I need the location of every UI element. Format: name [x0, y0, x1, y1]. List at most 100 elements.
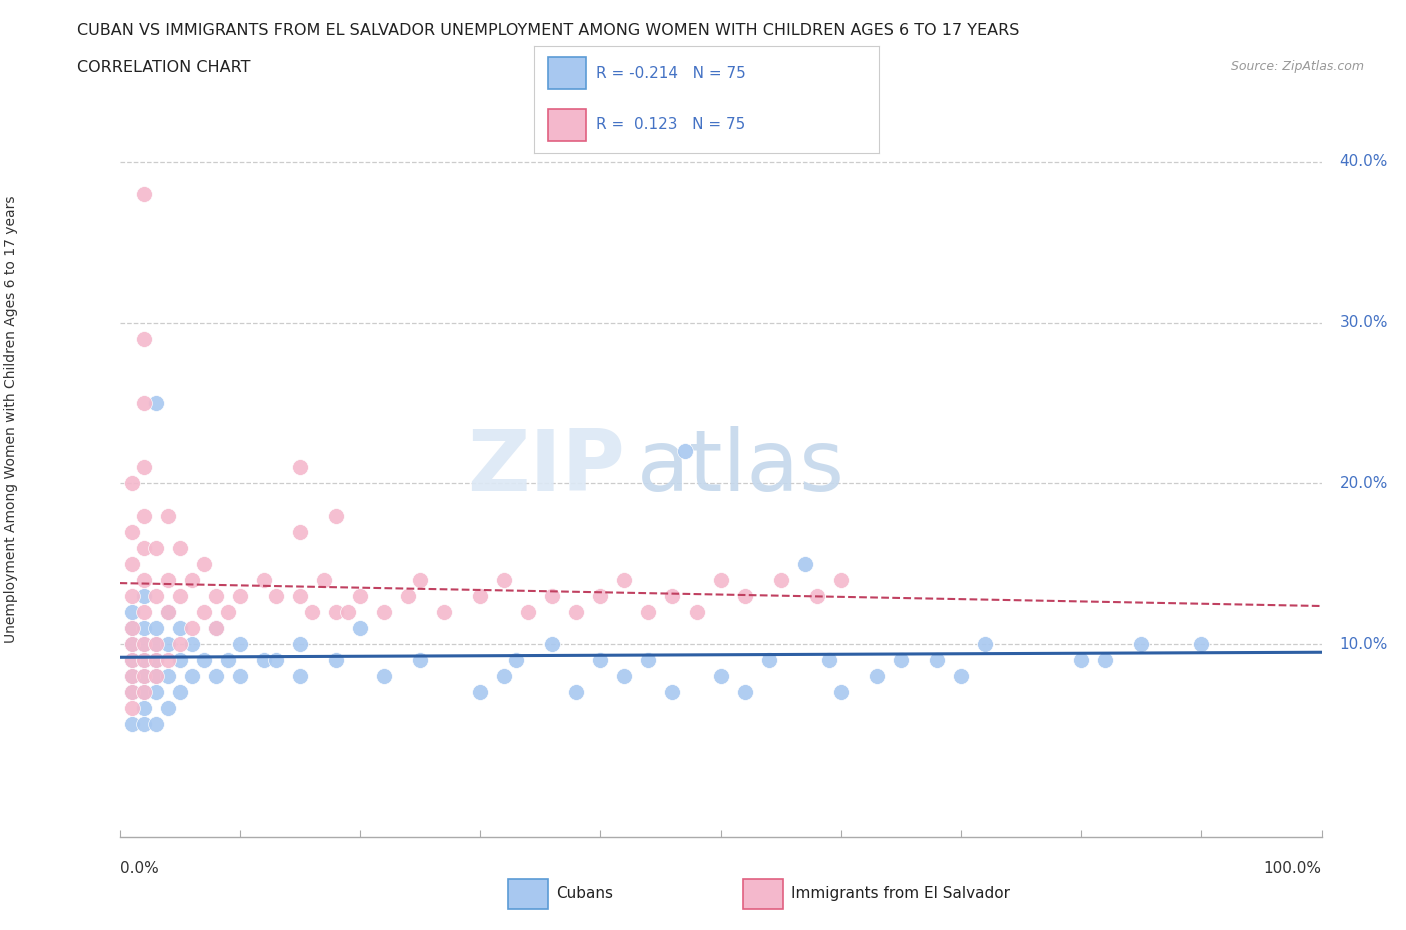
Point — [349, 589, 371, 604]
Point — [949, 669, 972, 684]
Point — [145, 637, 167, 652]
FancyBboxPatch shape — [548, 109, 586, 140]
Point — [589, 653, 612, 668]
Point — [565, 604, 588, 619]
Point — [709, 669, 731, 684]
Point — [228, 589, 250, 604]
Point — [758, 653, 780, 668]
Point — [132, 395, 155, 410]
Point — [673, 444, 696, 458]
Point — [156, 508, 179, 523]
Point — [1070, 653, 1092, 668]
Point — [169, 540, 191, 555]
Point — [228, 669, 250, 684]
Point — [193, 604, 215, 619]
Point — [349, 620, 371, 635]
Point — [264, 653, 287, 668]
Point — [132, 331, 155, 346]
Point — [613, 669, 636, 684]
Point — [132, 653, 155, 668]
Point — [121, 525, 143, 539]
Text: 20.0%: 20.0% — [1340, 476, 1388, 491]
Point — [409, 572, 432, 587]
Point — [132, 572, 155, 587]
Point — [156, 604, 179, 619]
Point — [169, 684, 191, 699]
Point — [145, 684, 167, 699]
Point — [132, 717, 155, 732]
Point — [866, 669, 889, 684]
Point — [132, 604, 155, 619]
Point — [288, 525, 311, 539]
FancyBboxPatch shape — [508, 879, 548, 909]
Point — [769, 572, 792, 587]
Point — [613, 572, 636, 587]
Point — [301, 604, 323, 619]
Point — [409, 653, 432, 668]
Point — [288, 460, 311, 474]
Point — [734, 684, 756, 699]
Point — [145, 589, 167, 604]
Point — [637, 604, 659, 619]
Point — [312, 572, 335, 587]
Point — [661, 589, 683, 604]
Point — [132, 540, 155, 555]
Point — [253, 653, 276, 668]
Point — [589, 589, 612, 604]
Point — [288, 589, 311, 604]
Point — [817, 653, 839, 668]
Point — [145, 669, 167, 684]
Text: Immigrants from El Salvador: Immigrants from El Salvador — [792, 886, 1011, 901]
Text: 0.0%: 0.0% — [120, 861, 159, 876]
Point — [121, 589, 143, 604]
Point — [121, 717, 143, 732]
Point — [541, 589, 564, 604]
Point — [830, 684, 852, 699]
Point — [169, 637, 191, 652]
Text: 40.0%: 40.0% — [1340, 154, 1388, 169]
Point — [121, 669, 143, 684]
Point — [180, 572, 202, 587]
Point — [145, 540, 167, 555]
Point — [121, 620, 143, 635]
Text: CUBAN VS IMMIGRANTS FROM EL SALVADOR UNEMPLOYMENT AMONG WOMEN WITH CHILDREN AGES: CUBAN VS IMMIGRANTS FROM EL SALVADOR UNE… — [77, 23, 1019, 38]
Text: atlas: atlas — [637, 426, 845, 509]
Point — [325, 653, 347, 668]
Point — [121, 604, 143, 619]
Text: 100.0%: 100.0% — [1264, 861, 1322, 876]
Point — [709, 572, 731, 587]
Text: CORRELATION CHART: CORRELATION CHART — [77, 60, 250, 75]
Point — [156, 572, 179, 587]
Point — [541, 637, 564, 652]
Point — [121, 653, 143, 668]
Point — [494, 572, 516, 587]
Text: 30.0%: 30.0% — [1340, 315, 1388, 330]
Point — [132, 684, 155, 699]
Point — [121, 669, 143, 684]
Point — [734, 589, 756, 604]
Point — [132, 637, 155, 652]
Point — [145, 653, 167, 668]
Point — [396, 589, 419, 604]
Point — [204, 620, 226, 635]
Point — [505, 653, 527, 668]
Point — [494, 669, 516, 684]
Point — [830, 572, 852, 587]
Point — [132, 508, 155, 523]
Point — [132, 589, 155, 604]
Point — [336, 604, 359, 619]
Point — [661, 684, 683, 699]
Point — [433, 604, 456, 619]
Text: R = -0.214   N = 75: R = -0.214 N = 75 — [596, 66, 747, 81]
Point — [121, 556, 143, 571]
Point — [637, 653, 659, 668]
Point — [156, 637, 179, 652]
Point — [204, 620, 226, 635]
Point — [217, 653, 239, 668]
Point — [685, 604, 707, 619]
Point — [288, 669, 311, 684]
Point — [204, 589, 226, 604]
Point — [121, 476, 143, 491]
Point — [793, 556, 815, 571]
Point — [169, 620, 191, 635]
